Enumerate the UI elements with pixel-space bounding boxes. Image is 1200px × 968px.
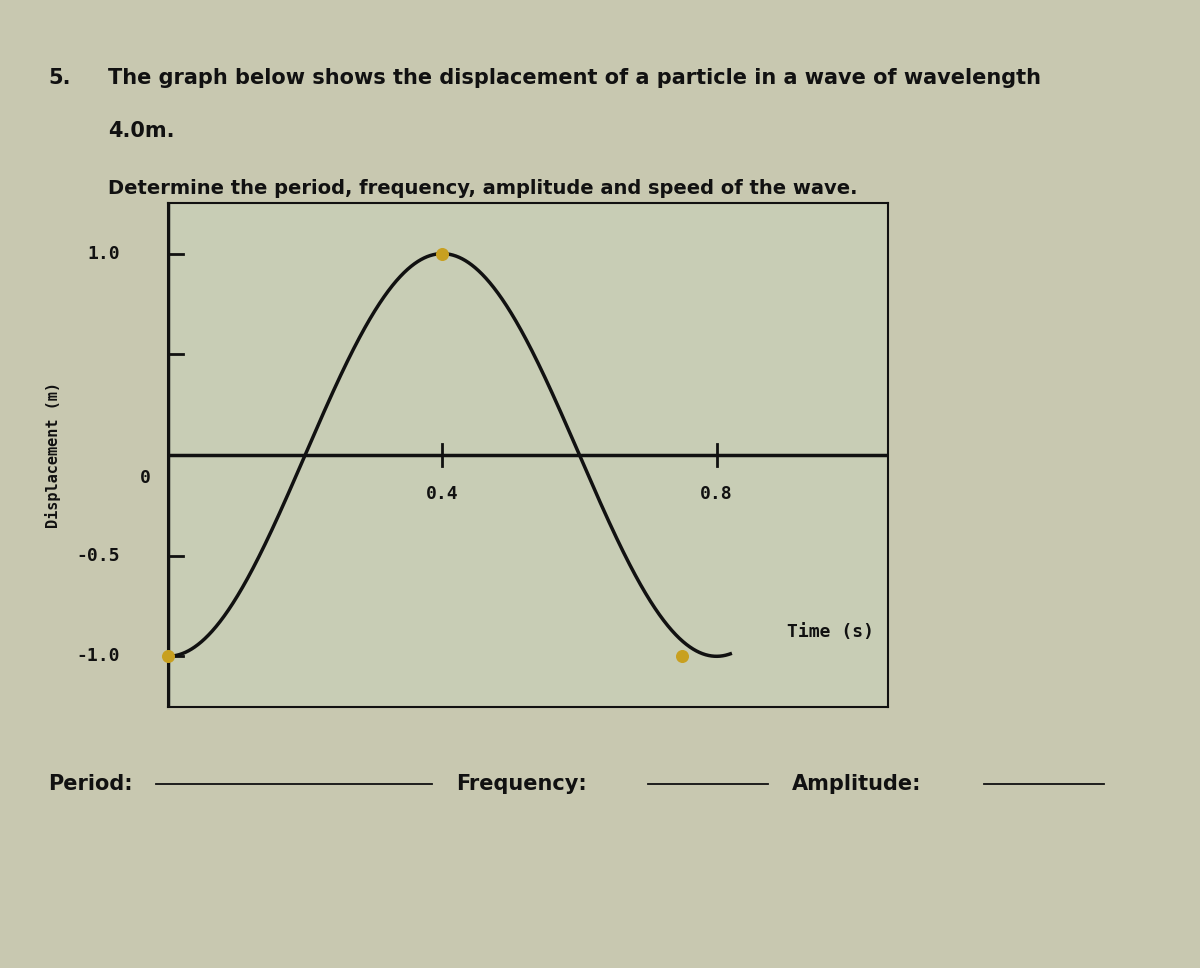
Point bbox=[158, 649, 178, 664]
Text: Time (s): Time (s) bbox=[787, 623, 874, 641]
Text: 1.0: 1.0 bbox=[88, 245, 120, 262]
Text: -0.5: -0.5 bbox=[77, 547, 120, 564]
Text: Period:: Period: bbox=[48, 774, 133, 794]
Text: -1.0: -1.0 bbox=[77, 648, 120, 665]
Text: Frequency:: Frequency: bbox=[456, 774, 587, 794]
Text: Determine the period, frequency, amplitude and speed of the wave.: Determine the period, frequency, amplitu… bbox=[108, 179, 858, 198]
Point bbox=[673, 649, 692, 664]
Text: 0.8: 0.8 bbox=[701, 485, 733, 503]
Text: 0.4: 0.4 bbox=[426, 485, 458, 503]
Text: 0: 0 bbox=[140, 469, 151, 487]
Text: The graph below shows the displacement of a particle in a wave of wavelength: The graph below shows the displacement o… bbox=[108, 68, 1042, 88]
Point bbox=[433, 246, 452, 261]
Text: 4.0m.: 4.0m. bbox=[108, 121, 174, 141]
Text: Displacement (m): Displacement (m) bbox=[44, 382, 61, 528]
Text: 5.: 5. bbox=[48, 68, 71, 88]
Text: Amplitude:: Amplitude: bbox=[792, 774, 922, 794]
